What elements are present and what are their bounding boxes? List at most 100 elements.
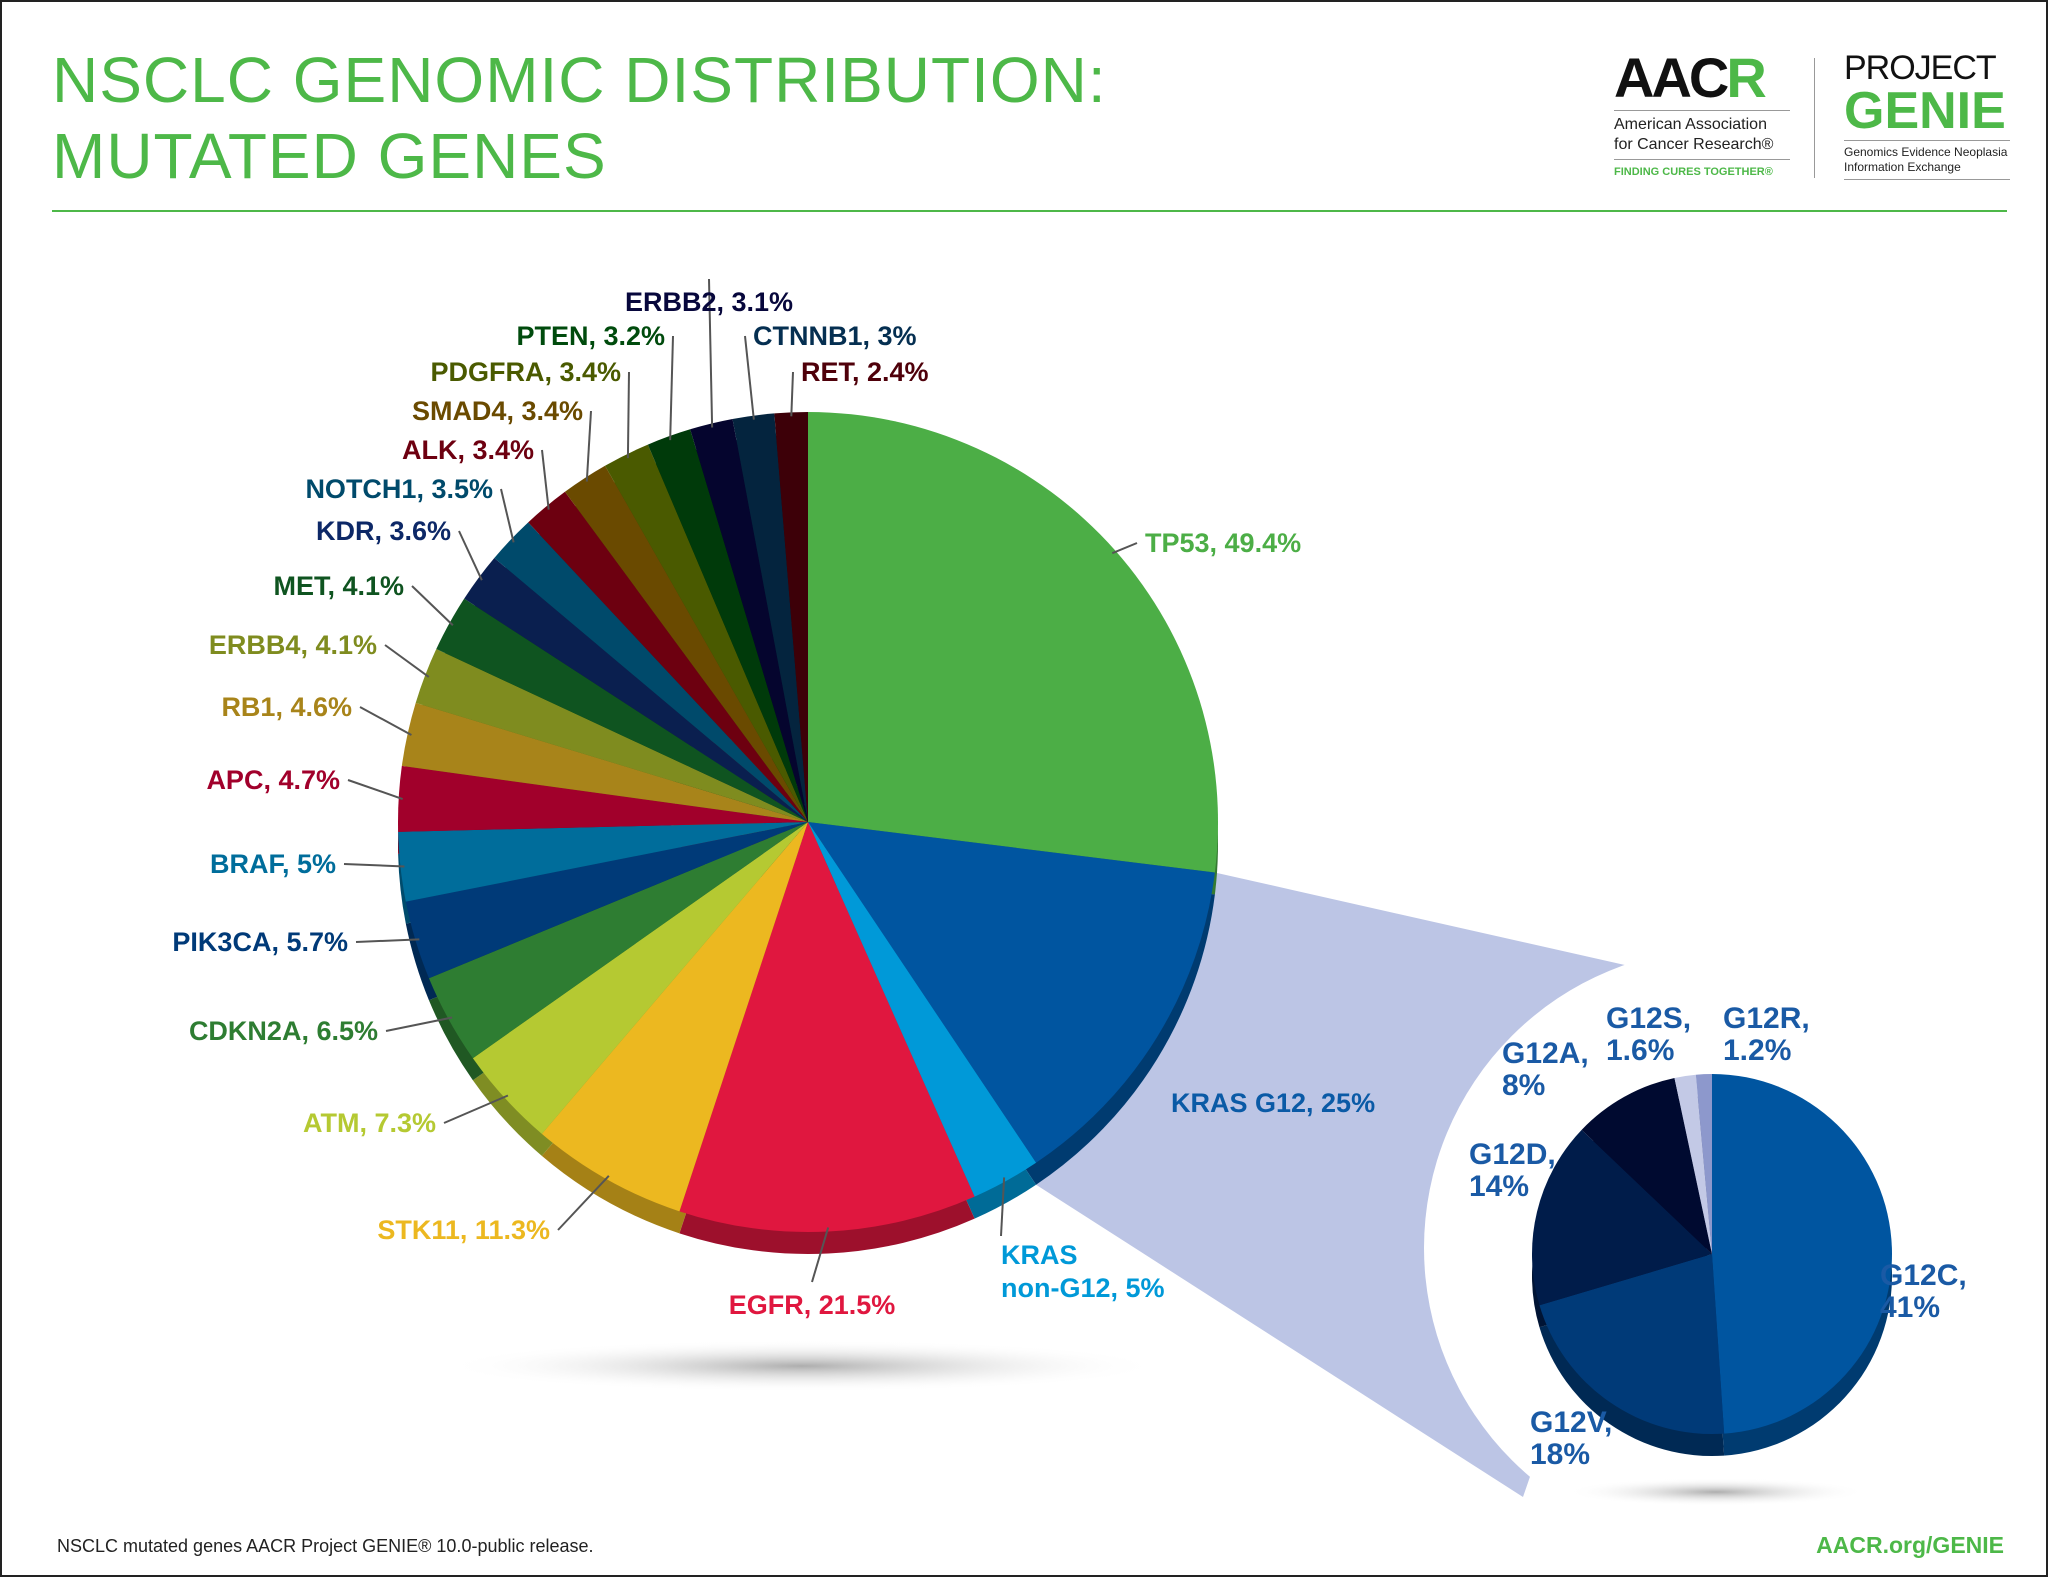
zoom-slice-g12v[interactable] xyxy=(1539,1254,1725,1434)
zoom-slice-g12s[interactable] xyxy=(1674,1074,1712,1254)
page-title: NSCLC GENOMIC DISTRIBUTION: MUTATED GENE… xyxy=(52,42,1107,194)
label-pten: PTEN, 3.2% xyxy=(516,321,665,351)
logo-divider xyxy=(1814,58,1815,178)
aacr-logo: AACR American Association for Cancer Res… xyxy=(1614,50,1790,178)
slice-stk11[interactable] xyxy=(541,822,808,1212)
label-text: 1.6% xyxy=(1606,1034,1674,1067)
genie-expansion-2: Information Exchange xyxy=(1844,160,1961,174)
label-alk: ALK, 3.4% xyxy=(402,435,534,465)
label-text: G12R, xyxy=(1723,1002,1810,1035)
label-cdkn2a: CDKN2A, 6.5% xyxy=(189,1016,378,1046)
genie-link[interactable]: AACR.org/GENIE xyxy=(1816,1532,2004,1558)
slice-apc[interactable] xyxy=(398,765,808,832)
slice-braf[interactable] xyxy=(398,822,808,902)
zoom-slice-g12a[interactable] xyxy=(1581,1077,1712,1254)
genie-project-word: PROJECT xyxy=(1844,49,1997,87)
label-text: RB1, 4.6% xyxy=(221,692,352,722)
label-text: ALK, 3.4% xyxy=(402,435,534,465)
label-text: NOTCH1, 3.5% xyxy=(305,474,493,504)
genie-expansion-1: Genomics Evidence Neoplasia xyxy=(1844,145,2008,159)
aacr-wordmark: AACR xyxy=(1614,46,1767,109)
zoom-label-g12v: G12V, 18% xyxy=(1530,1406,1612,1471)
label-text: G12V, xyxy=(1530,1406,1612,1439)
leader-line xyxy=(385,1016,453,1032)
label-text: TP53, 49.4% xyxy=(1145,528,1301,558)
label-text: RET, 2.4% xyxy=(801,357,929,387)
leader-line xyxy=(626,371,630,459)
slice-smad4[interactable] xyxy=(564,465,808,822)
label-pdgfra: PDGFRA, 3.4% xyxy=(430,357,621,387)
label-erbb4: ERBB4, 4.1% xyxy=(209,630,377,660)
slice-pdgfra[interactable] xyxy=(605,444,808,822)
label-text: G12D, xyxy=(1469,1138,1556,1171)
genie-word: GENIE xyxy=(1844,82,2006,140)
leader-line xyxy=(811,1227,830,1283)
leader-line xyxy=(708,278,714,428)
slice-egfr[interactable] xyxy=(679,822,975,1232)
label-text: SMAD4, 3.4% xyxy=(412,396,583,426)
label-text: KRAS G12, 25% xyxy=(1171,1088,1375,1118)
zoom-label-g12r: G12R, 1.2% xyxy=(1723,1002,1810,1067)
slice-erbb4[interactable] xyxy=(415,649,808,822)
slice-kdr[interactable] xyxy=(464,557,808,822)
slice-ret[interactable] xyxy=(774,412,808,822)
project-genie-logo: PROJECT GENIE Genomics Evidence Neoplasi… xyxy=(1844,50,2010,184)
label-text: 41% xyxy=(1880,1291,1940,1324)
slice-notch1[interactable] xyxy=(494,522,808,822)
leader-line xyxy=(458,530,483,581)
slice-kras-non-g12[interactable] xyxy=(808,822,1037,1197)
label-text: non-G12, 5% xyxy=(1001,1273,1165,1303)
label-ret: RET, 2.4% xyxy=(801,357,929,387)
label-text: PIK3CA, 5.7% xyxy=(172,927,348,957)
leader-line xyxy=(500,488,515,543)
label-text: 18% xyxy=(1530,1438,1590,1471)
slice-tp53[interactable] xyxy=(808,412,1218,873)
label-text: ERBB4, 4.1% xyxy=(209,630,377,660)
slice-cdkn2a[interactable] xyxy=(428,822,808,1059)
label-ctnnb1: CTNNB1, 3% xyxy=(753,321,917,351)
slice-rb1[interactable] xyxy=(401,702,808,822)
zoom-slice-g12d[interactable] xyxy=(1532,1129,1712,1306)
leader-line xyxy=(443,1094,509,1124)
leader-line xyxy=(355,938,420,943)
label-kdr: KDR, 3.6% xyxy=(316,516,451,546)
leader-line xyxy=(1111,542,1138,555)
label-kras-non-g12: KRAS non-G12, 5% xyxy=(1001,1240,1165,1303)
label-text: 8% xyxy=(1502,1069,1545,1102)
zoom-label-g12a: G12A, 8% xyxy=(1502,1037,1589,1102)
leader-line xyxy=(411,585,454,626)
label-text: ERBB2, 3.1% xyxy=(625,287,793,317)
label-text: APC, 4.7% xyxy=(206,765,340,795)
aacr-name-2: for Cancer Research® xyxy=(1614,136,1774,153)
label-text: KDR, 3.6% xyxy=(316,516,451,546)
leader-line xyxy=(347,779,403,800)
leader-line xyxy=(541,449,550,510)
slice-kras-g12[interactable] xyxy=(808,822,1215,1163)
zoom-slice-g12c[interactable] xyxy=(1712,1074,1892,1434)
slice-met[interactable] xyxy=(436,598,808,822)
label-notch1: NOTCH1, 3.5% xyxy=(305,474,493,504)
title-line-1: NSCLC GENOMIC DISTRIBUTION: xyxy=(52,44,1107,116)
label-text: 1.2% xyxy=(1723,1034,1791,1067)
slice-ctnnb1[interactable] xyxy=(732,413,808,822)
label-text: EGFR, 21.5% xyxy=(729,1290,896,1320)
leader-line xyxy=(557,1175,610,1231)
leader-line xyxy=(744,335,755,420)
label-text: PTEN, 3.2% xyxy=(516,321,665,351)
slice-pik3ca[interactable] xyxy=(405,822,808,979)
slice-erbb2[interactable] xyxy=(690,419,808,822)
label-text: G12A, xyxy=(1502,1037,1589,1070)
label-text: STK11, 11.3% xyxy=(377,1215,550,1245)
label-text: ATM, 7.3% xyxy=(303,1108,436,1138)
leader-line xyxy=(669,335,674,441)
leader-line xyxy=(1000,1177,1006,1237)
slice-pten[interactable] xyxy=(647,429,808,822)
zoom-slice-g12r[interactable] xyxy=(1695,1074,1712,1254)
slice-alk[interactable] xyxy=(528,491,808,822)
label-erbb2: ERBB2, 3.1% xyxy=(625,287,793,317)
label-text: BRAF, 5% xyxy=(210,849,336,879)
zoom-label-g12c: G12C, 41% xyxy=(1880,1259,1967,1324)
title-line-2: MUTATED GENES xyxy=(52,120,607,192)
slice-atm[interactable] xyxy=(472,822,808,1134)
